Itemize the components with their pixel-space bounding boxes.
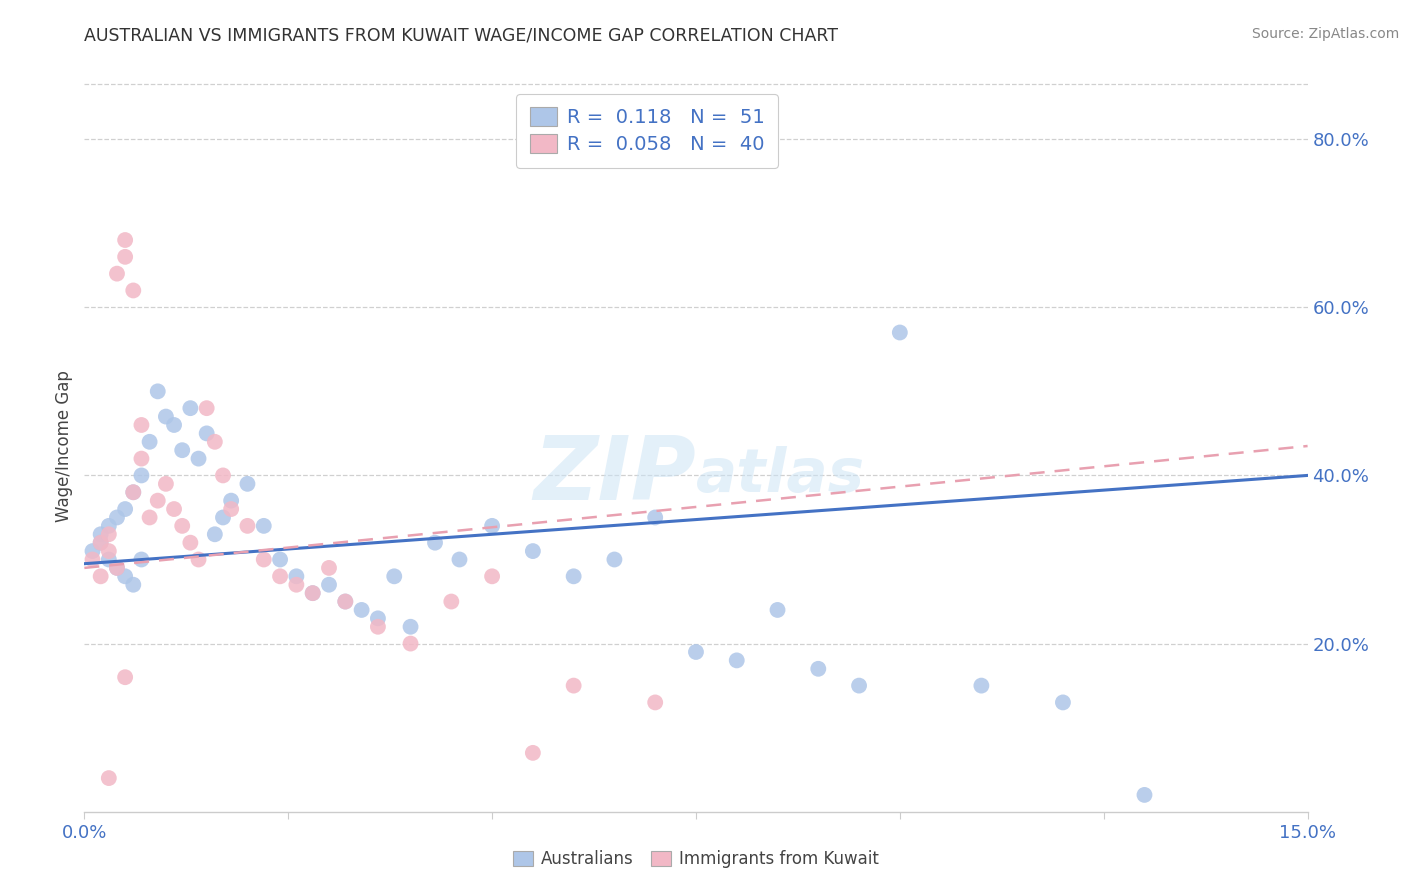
- Point: [212, 468, 235, 483]
- Point: [97, 544, 120, 558]
- Point: [195, 426, 218, 441]
- Point: [122, 485, 145, 500]
- Point: [644, 695, 666, 709]
- Point: [318, 561, 340, 575]
- Point: [301, 586, 323, 600]
- Point: [236, 519, 259, 533]
- Point: [163, 502, 186, 516]
- Point: [1133, 788, 1156, 802]
- Point: [195, 401, 218, 416]
- Point: [644, 510, 666, 524]
- Point: [187, 552, 209, 566]
- Point: [269, 569, 291, 583]
- Point: [522, 544, 544, 558]
- Point: [114, 670, 136, 684]
- Point: [1052, 695, 1074, 709]
- Point: [97, 552, 120, 566]
- Point: [603, 552, 626, 566]
- Point: [97, 527, 120, 541]
- Point: [122, 485, 145, 500]
- Point: [889, 326, 911, 340]
- Point: [301, 586, 323, 600]
- Point: [848, 679, 870, 693]
- Point: [179, 401, 201, 416]
- Point: [562, 569, 585, 583]
- Point: [163, 417, 186, 432]
- Point: [122, 578, 145, 592]
- Point: [219, 493, 242, 508]
- Point: [350, 603, 373, 617]
- Point: [212, 510, 235, 524]
- Point: [155, 476, 177, 491]
- Point: [253, 552, 276, 566]
- Point: [131, 417, 153, 432]
- Point: [105, 267, 128, 281]
- Point: [367, 620, 389, 634]
- Point: [725, 653, 748, 667]
- Point: [204, 527, 226, 541]
- Point: [449, 552, 471, 566]
- Point: [236, 476, 259, 491]
- Y-axis label: Wage/Income Gap: Wage/Income Gap: [55, 370, 73, 522]
- Point: [253, 519, 276, 533]
- Point: [155, 409, 177, 424]
- Legend: Australians, Immigrants from Kuwait: Australians, Immigrants from Kuwait: [505, 842, 887, 877]
- Point: [399, 636, 422, 650]
- Point: [522, 746, 544, 760]
- Point: [146, 493, 169, 508]
- Point: [562, 679, 585, 693]
- Point: [187, 451, 209, 466]
- Point: [172, 443, 194, 458]
- Point: [685, 645, 707, 659]
- Point: [269, 552, 291, 566]
- Point: [90, 535, 112, 549]
- Point: [204, 434, 226, 449]
- Point: [285, 578, 308, 592]
- Point: [970, 679, 993, 693]
- Point: [285, 569, 308, 583]
- Point: [335, 594, 357, 608]
- Point: [131, 451, 153, 466]
- Point: [90, 535, 112, 549]
- Point: [399, 620, 422, 634]
- Point: [146, 384, 169, 399]
- Point: [481, 519, 503, 533]
- Point: [122, 284, 145, 298]
- Text: ZIP: ZIP: [533, 432, 696, 519]
- Point: [423, 535, 446, 549]
- Point: [318, 578, 340, 592]
- Point: [335, 594, 357, 608]
- Point: [179, 535, 201, 549]
- Point: [807, 662, 830, 676]
- Point: [138, 510, 160, 524]
- Point: [114, 233, 136, 247]
- Point: [481, 569, 503, 583]
- Text: Source: ZipAtlas.com: Source: ZipAtlas.com: [1251, 27, 1399, 41]
- Point: [766, 603, 789, 617]
- Point: [105, 561, 128, 575]
- Point: [131, 468, 153, 483]
- Point: [382, 569, 405, 583]
- Point: [114, 250, 136, 264]
- Point: [90, 527, 112, 541]
- Point: [97, 519, 120, 533]
- Point: [105, 561, 128, 575]
- Point: [131, 552, 153, 566]
- Point: [105, 510, 128, 524]
- Point: [114, 502, 136, 516]
- Point: [82, 552, 104, 566]
- Point: [440, 594, 463, 608]
- Point: [97, 771, 120, 785]
- Text: atlas: atlas: [696, 446, 865, 505]
- Point: [90, 569, 112, 583]
- Point: [114, 569, 136, 583]
- Point: [172, 519, 194, 533]
- Point: [219, 502, 242, 516]
- Point: [138, 434, 160, 449]
- Point: [82, 544, 104, 558]
- Text: AUSTRALIAN VS IMMIGRANTS FROM KUWAIT WAGE/INCOME GAP CORRELATION CHART: AUSTRALIAN VS IMMIGRANTS FROM KUWAIT WAG…: [84, 27, 838, 45]
- Point: [367, 611, 389, 625]
